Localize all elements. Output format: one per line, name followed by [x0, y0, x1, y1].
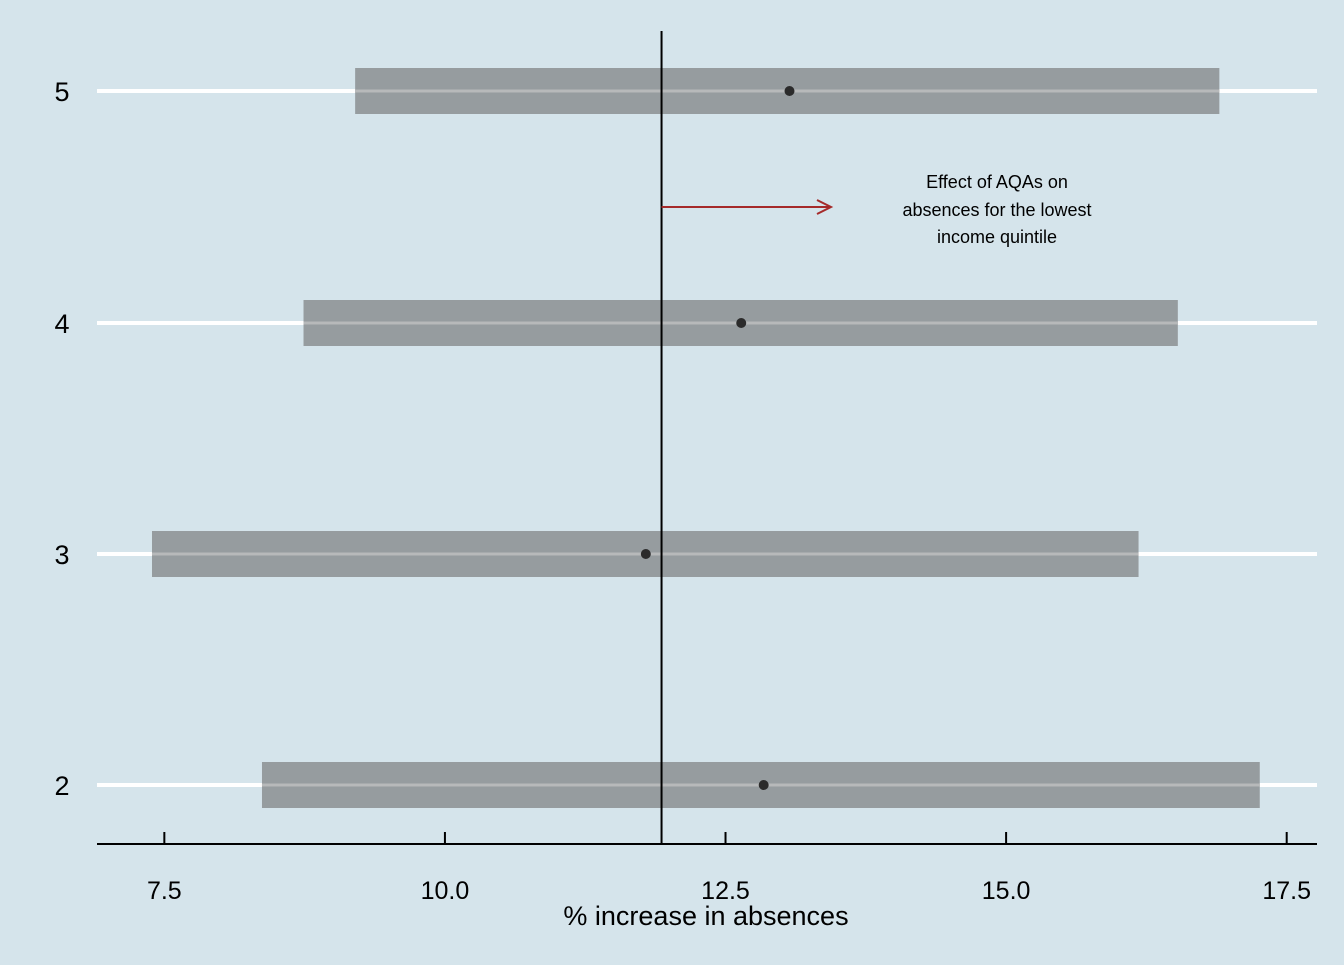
y-tick-label-3: 3 — [54, 540, 69, 570]
x-tick-label: 15.0 — [982, 877, 1031, 905]
annotation-group: Effect of AQAs on absences for the lowes… — [661, 172, 1092, 247]
y-tick-label-5: 5 — [54, 77, 69, 107]
point-estimate-2 — [758, 780, 769, 790]
x-tick-label: 7.5 — [147, 877, 182, 905]
x-axis-label: % increase in absences — [563, 901, 848, 931]
axes: 5 4 3 2 7.5 10.0 12.5 15.0 17.5 — [54, 77, 1317, 905]
point-estimate-4 — [736, 318, 747, 328]
gridlines — [97, 89, 1317, 787]
annotation-line-2: absences for the lowest — [902, 200, 1091, 220]
annotation-line-3: income quintile — [937, 227, 1057, 247]
annotation-arrowhead — [816, 199, 834, 215]
x-tick-label: 17.5 — [1262, 877, 1311, 905]
y-tick-label-2: 2 — [54, 771, 69, 801]
x-tick-label: 10.0 — [421, 877, 470, 905]
y-tick-label-4: 4 — [54, 309, 69, 339]
point-estimate-3 — [640, 549, 651, 559]
x-tick-label: 12.5 — [701, 877, 750, 905]
point-estimate-5 — [784, 86, 795, 96]
confidence-intervals — [151, 68, 1260, 808]
point-estimates — [640, 86, 795, 790]
annotation-line-1: Effect of AQAs on — [926, 172, 1068, 192]
